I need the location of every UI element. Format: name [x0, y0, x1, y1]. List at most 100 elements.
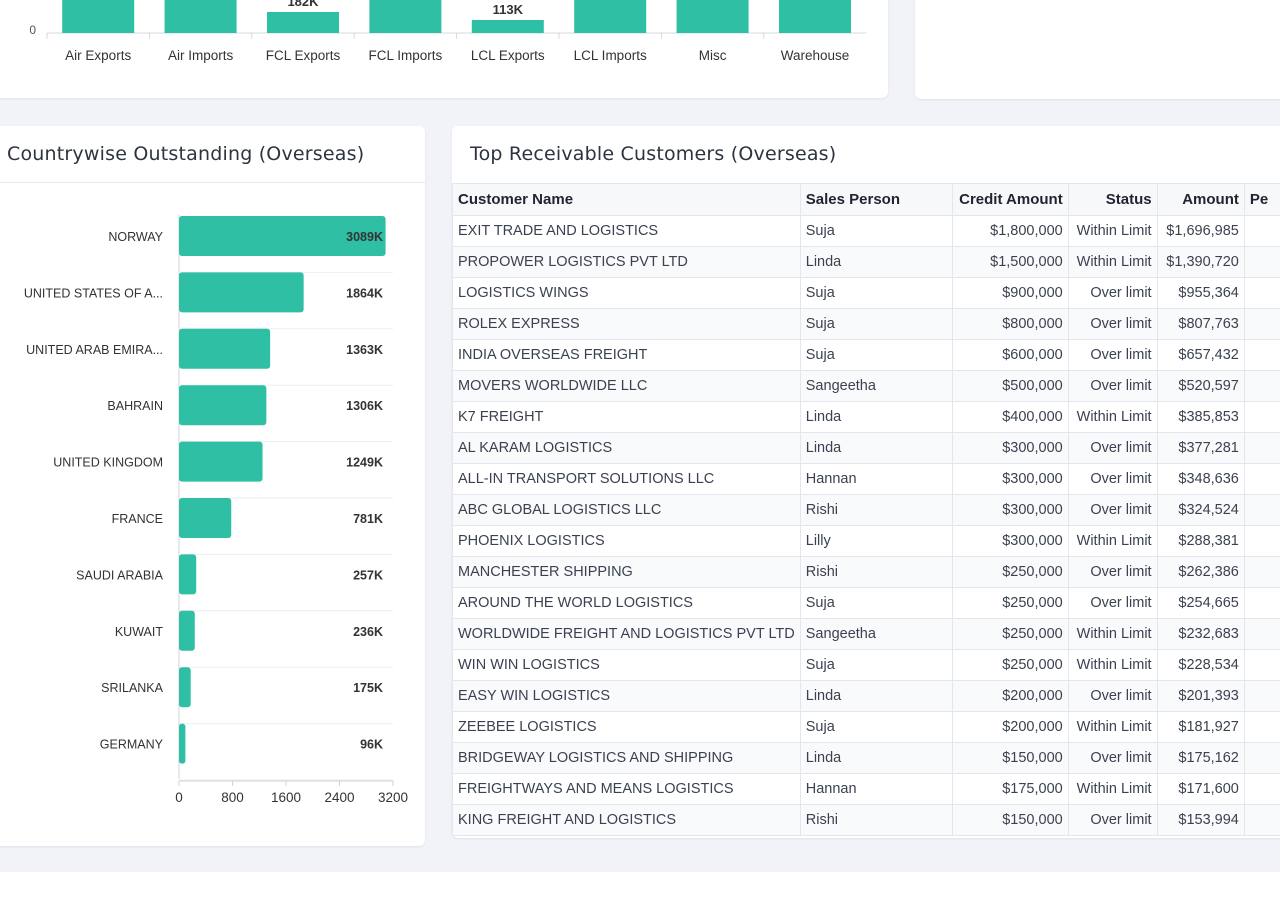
col-header-amount[interactable]: Amount: [1156, 183, 1245, 216]
table-row[interactable]: EXIT TRADE AND LOGISTICS Suja $1,800,000 Wi…: [452, 215, 1280, 247]
category-bar[interactable]: [369, 0, 442, 33]
cell-credit-amount: $200,000: [951, 711, 1069, 743]
country-value-label: 1306K: [346, 399, 383, 413]
table-row[interactable]: LOGISTICS WINGS Suja $900,000 Over limit $95…: [452, 277, 1280, 309]
x-tick-label: 800: [221, 790, 244, 805]
country-bar[interactable]: [179, 610, 195, 651]
cell-credit-amount: $300,000: [951, 525, 1069, 557]
country-label: SAUDI ARABIA: [76, 568, 163, 582]
category-bar[interactable]: [779, 0, 851, 33]
cell-credit-amount: $300,000: [951, 463, 1069, 495]
table-row[interactable]: AROUND THE WORLD LOGISTICS Suja $250,000 Ov…: [452, 587, 1280, 619]
country-bar[interactable]: [179, 328, 271, 369]
table-row[interactable]: BRIDGEWAY LOGISTICS AND SHIPPING Linda $15…: [452, 742, 1280, 774]
category-bar[interactable]: [267, 12, 339, 33]
country-bar[interactable]: [179, 723, 186, 764]
category-bar[interactable]: [164, 0, 237, 33]
col-header-sales-person[interactable]: Sales Person: [799, 183, 953, 216]
customers-table: Customer Name Sales Person Credit Amount…: [452, 183, 1280, 836]
country-bar[interactable]: [179, 272, 304, 313]
cell-sales-person: Suja: [799, 308, 953, 340]
table-row[interactable]: EASY WIN LOGISTICS Linda $200,000 Over limi…: [452, 680, 1280, 712]
table-row[interactable]: FREIGHTWAYS AND MEANS LOGISTICS Hannan $17…: [452, 773, 1280, 805]
country-bar[interactable]: [179, 554, 197, 595]
cell-customer-name: LOGISTICS WINGS: [452, 277, 801, 309]
cell-status: Within Limit: [1067, 618, 1158, 650]
table-row[interactable]: KING FREIGHT AND LOGISTICS Rishi $150,000 O…: [452, 804, 1280, 836]
cell-credit-amount: $1,500,000: [951, 246, 1069, 278]
x-tick-label: 0: [175, 790, 183, 805]
cell-credit-amount: $175,000: [951, 773, 1069, 805]
cell-sales-person: Linda: [799, 432, 953, 464]
category-label: FCL Exports: [266, 48, 341, 63]
cell-status: Within Limit: [1067, 246, 1158, 278]
country-bar[interactable]: [179, 441, 263, 482]
countrywise-outstanding-card: Countrywise Outstanding (Overseas) NORWA…: [0, 126, 425, 846]
cell-customer-name: ALL-IN TRANSPORT SOLUTIONS LLC: [452, 463, 801, 495]
cell-credit-amount: $600,000: [951, 339, 1069, 371]
table-row[interactable]: ROLEX EXPRESS Suja $800,000 Over limit $807,…: [452, 308, 1280, 340]
col-header-status[interactable]: Status: [1067, 183, 1158, 216]
cell-status: Over limit: [1067, 556, 1158, 588]
cell-sales-person: Suja: [799, 277, 953, 309]
table-row[interactable]: ZEEBEE LOGISTICS Suja $200,000 Within Limit…: [452, 711, 1280, 743]
country-value-label: 1363K: [346, 343, 383, 357]
table-row[interactable]: PHOENIX LOGISTICS Lilly $300,000 Within Lim…: [452, 525, 1280, 557]
category-bar[interactable]: [574, 0, 647, 33]
cell-sales-person: Sangeetha: [799, 618, 953, 650]
cell-amount: $153,994: [1156, 804, 1245, 836]
cell-credit-amount: $800,000: [951, 308, 1069, 340]
cell-amount: $955,364: [1156, 277, 1245, 309]
cell-pe: [1243, 773, 1280, 805]
col-header-credit-amount[interactable]: Credit Amount: [951, 183, 1069, 216]
cell-amount: $520,597: [1156, 370, 1245, 402]
col-header-pe[interactable]: Pe: [1243, 183, 1280, 216]
cell-sales-person: Hannan: [799, 463, 953, 495]
country-label: FRANCE: [112, 512, 163, 526]
col-header-customer-name[interactable]: Customer Name: [452, 183, 801, 216]
cell-credit-amount: $150,000: [951, 804, 1069, 836]
cell-pe: [1243, 215, 1280, 247]
category-bar[interactable]: [676, 0, 749, 33]
category-bar[interactable]: [471, 20, 544, 33]
table-row[interactable]: WIN WIN LOGISTICS Suja $250,000 Within Limi…: [452, 649, 1280, 681]
table-row[interactable]: WORLDWIDE FREIGHT AND LOGISTICS PVT LTD S…: [452, 618, 1280, 650]
cell-sales-person: Suja: [799, 587, 953, 619]
category-value-label: 113K: [493, 2, 524, 17]
cell-sales-person: Suja: [799, 649, 953, 681]
table-row[interactable]: ALL-IN TRANSPORT SOLUTIONS LLC Hannan $300…: [452, 463, 1280, 495]
cell-pe: [1243, 463, 1280, 495]
cell-amount: $175,162: [1156, 742, 1245, 774]
cell-pe: [1243, 370, 1280, 402]
cell-credit-amount: $300,000: [951, 432, 1069, 464]
x-tick-label: 1600: [271, 790, 301, 805]
country-bar[interactable]: [179, 385, 267, 426]
country-bar[interactable]: [179, 667, 191, 708]
cell-amount: $385,853: [1156, 401, 1245, 433]
cell-customer-name: INDIA OVERSEAS FREIGHT: [452, 339, 801, 371]
cell-amount: $807,763: [1156, 308, 1245, 340]
cell-amount: $348,636: [1156, 463, 1245, 495]
category-bar[interactable]: [62, 0, 135, 33]
cell-credit-amount: $300,000: [951, 494, 1069, 526]
category-label: FCL Imports: [369, 48, 443, 63]
cell-sales-person: Linda: [799, 401, 953, 433]
table-row[interactable]: AL KARAM LOGISTICS Linda $300,000 Over limi…: [452, 432, 1280, 464]
cell-sales-person: Rishi: [799, 494, 953, 526]
table-row[interactable]: MOVERS WORLDWIDE LLC Sangeetha $500,000 Ove…: [452, 370, 1280, 402]
cell-status: Over limit: [1067, 680, 1158, 712]
table-row[interactable]: INDIA OVERSEAS FREIGHT Suja $600,000 Over l…: [452, 339, 1280, 371]
country-bar[interactable]: [179, 498, 232, 538]
cell-sales-person: Linda: [799, 742, 953, 774]
country-label: BAHRAIN: [107, 399, 163, 413]
category-value-label: 182K: [287, 0, 319, 9]
cell-customer-name: WIN WIN LOGISTICS: [452, 649, 801, 681]
cell-customer-name: MOVERS WORLDWIDE LLC: [452, 370, 801, 402]
country-label: KUWAIT: [115, 625, 164, 639]
country-bar[interactable]: [179, 216, 386, 256]
table-row[interactable]: ABC GLOBAL LOGISTICS LLC Rishi $300,000 Ove…: [452, 494, 1280, 526]
table-row[interactable]: PROPOWER LOGISTICS PVT LTD Linda $1,500,00…: [452, 246, 1280, 278]
table-row[interactable]: K7 FREIGHT Linda $400,000 Within Limit $385,…: [452, 401, 1280, 433]
table-row[interactable]: MANCHESTER SHIPPING Rishi $250,000 Over lim…: [452, 556, 1280, 588]
customers-table-body: EXIT TRADE AND LOGISTICS Suja $1,800,000 Wi…: [452, 215, 1280, 836]
